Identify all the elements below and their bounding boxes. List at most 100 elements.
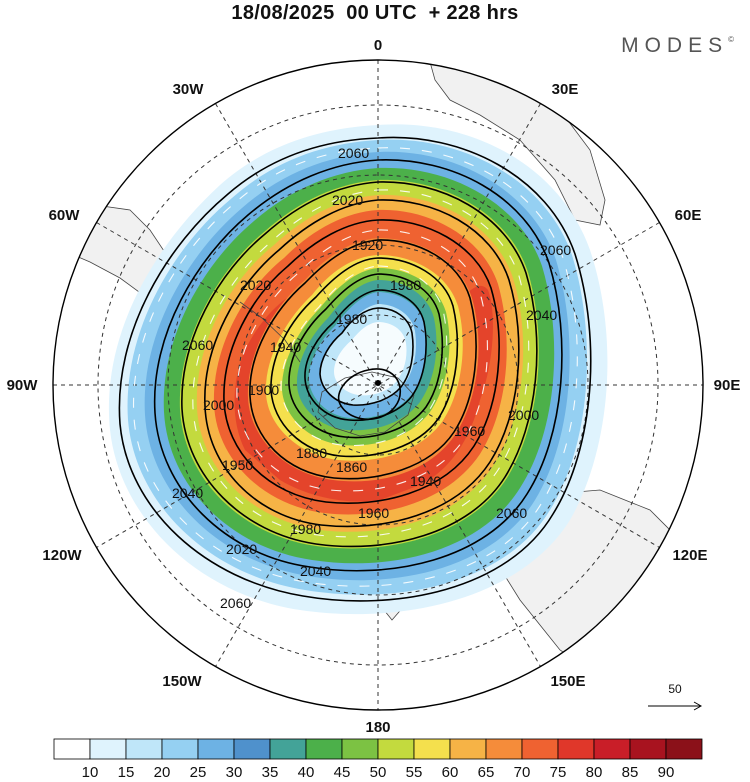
wind-reference-vector: 50 — [648, 682, 703, 711]
colorbar-swatch — [449, 738, 487, 760]
reference-arrow-head — [693, 701, 703, 711]
colorbar-swatch — [53, 738, 91, 760]
colorbar-tick-label: 60 — [442, 764, 459, 781]
contour-1920 — [288, 273, 444, 439]
contour-label: 2060 — [496, 505, 527, 521]
streamline-mid — [192, 189, 530, 538]
colorbar-tick-label: 15 — [118, 764, 135, 781]
contour-label: 2060 — [220, 595, 251, 611]
contour-1940 — [270, 257, 459, 458]
lat-circle-50s — [97, 104, 659, 666]
colorbar-swatch — [557, 738, 595, 760]
streamline-core — [280, 265, 448, 447]
colorbar-tick-label: 70 — [514, 764, 531, 781]
colorbar-tick-label: 10 — [82, 764, 99, 781]
lon-label-180: 180 — [365, 719, 390, 736]
contour-label: 2020 — [332, 192, 363, 208]
contour-label: 2040 — [172, 485, 203, 501]
brand-name: MODES — [621, 34, 729, 57]
contour-2060 — [118, 136, 592, 602]
colorbar-tick-label: 40 — [298, 764, 315, 781]
longitude-labels: 0 30E 60E 90E 120E 150E 180 150W 120W 90… — [7, 37, 741, 736]
colorbar-tick-label: 35 — [262, 764, 279, 781]
height-contours — [118, 136, 592, 602]
chart-title: 18/08/2025 00 UTC + 228 hrs — [231, 2, 519, 24]
contour-label: 2000 — [508, 407, 539, 423]
colorbar-swatch — [197, 738, 235, 760]
contour-label: 1900 — [248, 382, 279, 398]
contour-1900 — [304, 289, 427, 422]
contour-label: 1860 — [336, 459, 367, 475]
brand-logo: MODES© — [621, 34, 734, 58]
colorbar-swatch — [125, 738, 163, 760]
lon-label-60w: 60W — [49, 207, 81, 224]
map-border — [52, 59, 704, 711]
lon-label-150w: 150W — [162, 673, 202, 690]
south-pole-marker — [375, 380, 381, 386]
lon-label-30e: 30E — [552, 81, 579, 98]
contour-label: 1980 — [390, 277, 421, 293]
lon-label-120e: 120E — [672, 547, 707, 564]
contour-2000 — [204, 199, 520, 528]
contour-label: 1940 — [270, 339, 301, 355]
colorbar-tick-label: 30 — [226, 764, 243, 781]
contour-label: 2000 — [203, 397, 234, 413]
colorbar-swatch — [269, 738, 307, 760]
colorbar-swatch — [413, 738, 451, 760]
coast-antarctica — [317, 371, 415, 437]
colorbar-swatch — [665, 738, 703, 760]
colorbar-tick-label: 45 — [334, 764, 351, 781]
contour-label: 2020 — [226, 541, 257, 557]
colorbar-swatch — [485, 738, 523, 760]
contour-label: 1980 — [336, 311, 367, 327]
lon-label-0: 0 — [374, 37, 382, 54]
contour-label: 1960 — [454, 423, 485, 439]
colorbar-tick-label: 80 — [586, 764, 603, 781]
colorbar: 10 15 20 25 30 35 40 45 50 55 60 65 70 75 80 85 90 — [53, 738, 703, 781]
colorbar-swatch — [341, 738, 379, 760]
contour-2020 — [181, 181, 538, 548]
lon-label-30w: 30W — [173, 81, 205, 98]
wind-vectors — [132, 147, 578, 587]
colorbar-swatch — [233, 738, 271, 760]
colorbar-tick-label: 75 — [550, 764, 567, 781]
contour-1960 — [249, 239, 477, 480]
contour-label: 2020 — [240, 277, 271, 293]
contour-label: 1980 — [290, 521, 321, 537]
contour-1980 — [223, 219, 500, 505]
colorbar-swatch — [161, 738, 199, 760]
reference-vector-label: 50 — [668, 682, 682, 696]
contour-label: 2060 — [182, 337, 213, 353]
colorbar-swatch — [629, 738, 667, 760]
lon-label-150e: 150E — [550, 673, 585, 690]
contour-labels: 2060 2020 1920 1980 2020 1940 2060 2040 … — [172, 145, 571, 611]
colorbar-tick-label: 20 — [154, 764, 171, 781]
colorbar-swatch — [89, 738, 127, 760]
contour-label: 1960 — [358, 505, 389, 521]
colorbar-swatch — [521, 738, 559, 760]
contour-label: 1950 — [222, 457, 253, 473]
colorbar-tick-label: 50 — [370, 764, 387, 781]
contour-label: 2040 — [300, 563, 331, 579]
contour-label: 1920 — [352, 237, 383, 253]
contour-2040 — [153, 159, 563, 572]
colorbar-tick-label: 25 — [190, 764, 207, 781]
colorbar-swatch — [305, 738, 343, 760]
colorbar-tick-label: 65 — [478, 764, 495, 781]
lon-label-120w: 120W — [42, 547, 82, 564]
colorbar-tick-label: 90 — [658, 764, 675, 781]
colorbar-swatch — [377, 738, 415, 760]
contour-label: 2060 — [338, 145, 369, 161]
contour-1880 — [319, 307, 414, 406]
contour-label: 2040 — [526, 307, 557, 323]
lon-label-90w: 90W — [7, 377, 39, 394]
colorbar-tick-label: 55 — [406, 764, 423, 781]
colorbar-tick-label: 85 — [622, 764, 639, 781]
contour-label: 1880 — [296, 445, 327, 461]
lon-label-90e: 90E — [714, 377, 741, 394]
colorbar-swatch — [593, 738, 631, 760]
contour-label: 2060 — [540, 242, 571, 258]
lon-label-60e: 60E — [675, 207, 702, 224]
copyright-mark: © — [728, 35, 734, 44]
